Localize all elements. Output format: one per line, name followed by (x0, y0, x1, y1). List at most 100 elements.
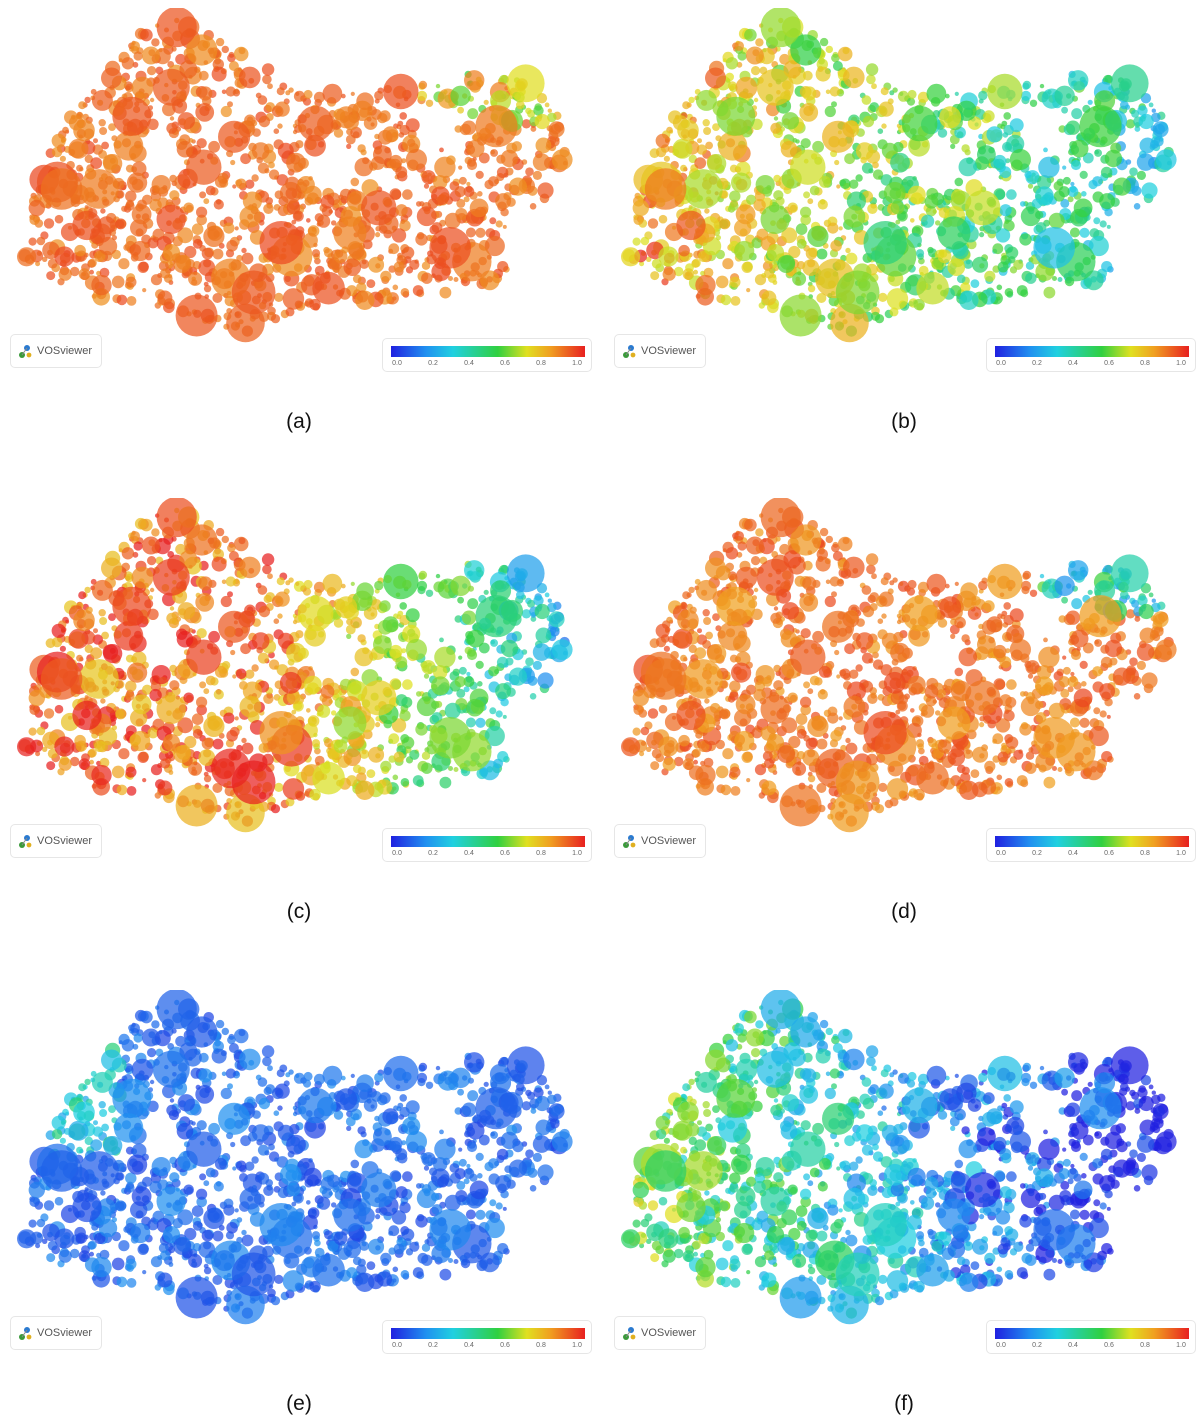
node-bubble (551, 639, 573, 660)
node-bubble (508, 177, 527, 196)
node-bubble (312, 271, 345, 305)
node-bubble (1048, 212, 1065, 229)
node-bubble (108, 613, 116, 621)
node-bubble (147, 237, 159, 249)
node-bubble (802, 86, 817, 101)
node-bubble (234, 226, 239, 231)
node-bubble (203, 715, 225, 737)
node-bubble (91, 579, 113, 601)
node-bubble (274, 782, 284, 792)
node-bubble (816, 293, 827, 303)
node-bubble (444, 702, 461, 719)
node-bubble (359, 259, 370, 269)
node-bubble (402, 624, 421, 643)
node-bubble (227, 101, 233, 108)
node-bubble (415, 233, 428, 246)
vosviewer-logo: VOSviewer (10, 824, 102, 858)
node-bubble (475, 660, 484, 669)
node-bubble (208, 140, 221, 153)
node-bubble (118, 258, 130, 270)
node-bubble (787, 202, 798, 214)
node-bubble (177, 602, 195, 620)
node-bubble (800, 214, 811, 226)
node-bubble (770, 612, 782, 624)
node-bubble (532, 153, 551, 171)
node-bubble (125, 164, 134, 173)
node-bubble (1001, 610, 1008, 617)
node-bubble (537, 182, 554, 199)
node-bubble (1027, 183, 1034, 189)
node-bubble (361, 190, 397, 226)
node-bubble (375, 722, 381, 728)
node-bubble (947, 258, 966, 276)
node-bubble (931, 258, 943, 270)
node-bubble (147, 66, 157, 76)
node-bubble (925, 696, 937, 707)
node-bubble (999, 204, 1012, 217)
node-bubble (242, 191, 262, 211)
node-bubble (68, 628, 89, 649)
node-bubble (257, 652, 269, 664)
node-bubble (274, 292, 284, 302)
node-bubble (506, 64, 545, 103)
node-bubble (267, 573, 273, 580)
node-bubble (306, 218, 311, 223)
node-bubble (1137, 105, 1148, 116)
node-bubble (47, 748, 58, 759)
node-bubble (1063, 176, 1071, 185)
node-bubble (303, 185, 322, 204)
node-bubble (544, 592, 550, 598)
node-bubble (392, 774, 399, 781)
node-bubble (1082, 642, 1094, 654)
node-bubble (760, 204, 790, 234)
node-bubble (734, 41, 744, 51)
node-bubble (730, 296, 741, 306)
node-bubble (79, 169, 119, 209)
node-bubble (662, 267, 676, 281)
node-bubble (218, 610, 251, 643)
node-bubble (830, 730, 842, 742)
node-bubble (977, 145, 996, 165)
node-bubble (1025, 751, 1035, 760)
node-bubble (416, 201, 422, 207)
node-bubble (756, 68, 794, 106)
node-bubble (439, 286, 452, 299)
node-bubble (533, 105, 544, 116)
node-bubble (825, 579, 831, 585)
node-bubble (400, 288, 410, 297)
node-bubble (205, 185, 216, 196)
node-bubble (1151, 598, 1156, 603)
node-bubble (466, 629, 485, 648)
node-bubble (331, 710, 337, 716)
node-bubble (621, 247, 641, 267)
node-bubble (293, 580, 305, 592)
node-bubble (780, 140, 798, 158)
node-bubble (1141, 182, 1158, 199)
node-bubble (439, 147, 444, 153)
node-bubble (198, 749, 216, 766)
node-bubble (1039, 83, 1045, 89)
node-bubble (137, 261, 149, 273)
node-bubble (312, 761, 345, 795)
node-bubble (74, 244, 86, 257)
node-bubble (551, 149, 573, 171)
node-bubble (173, 745, 192, 763)
node-bubble (459, 666, 467, 675)
node-bubble (322, 573, 343, 594)
node-bubble (779, 294, 822, 337)
node-bubble (1112, 177, 1131, 196)
node-bubble (29, 704, 40, 715)
node-bubble (846, 191, 866, 211)
node-bubble (251, 142, 270, 160)
node-bubble (240, 153, 252, 165)
node-bubble (282, 778, 305, 800)
node-bubble (1019, 233, 1032, 246)
node-bubble (36, 236, 46, 246)
node-bubble (131, 76, 154, 99)
node-bubble (945, 583, 950, 589)
node-bubble (647, 708, 659, 719)
node-bubble (496, 166, 509, 179)
node-bubble (125, 276, 137, 288)
node-bubble (1088, 235, 1109, 257)
node-bubble (1052, 276, 1057, 281)
